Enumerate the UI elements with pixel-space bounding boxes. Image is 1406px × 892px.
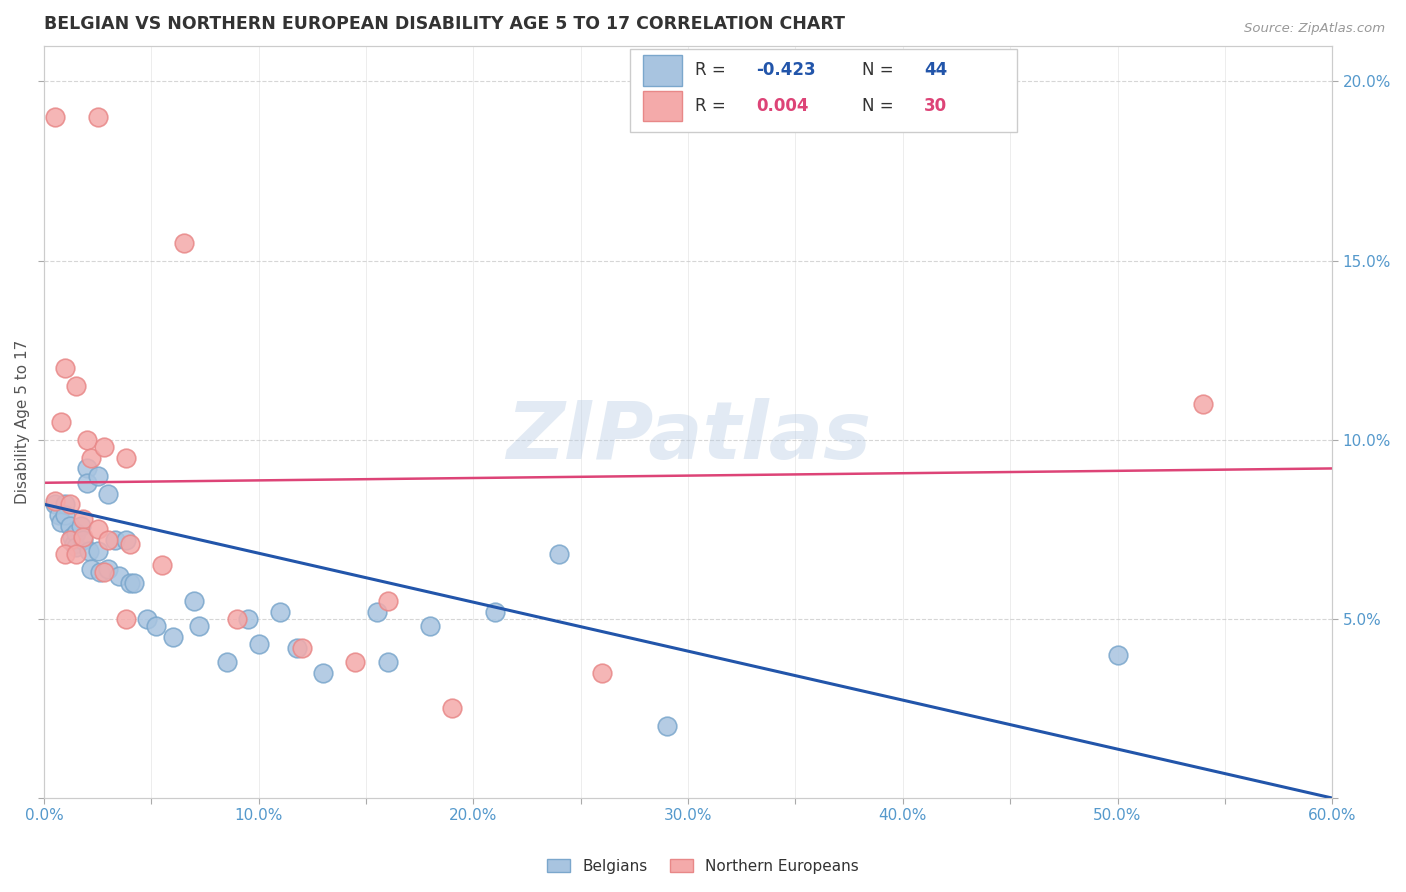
Text: BELGIAN VS NORTHERN EUROPEAN DISABILITY AGE 5 TO 17 CORRELATION CHART: BELGIAN VS NORTHERN EUROPEAN DISABILITY … [44,15,845,33]
Point [76,475,98,490]
Point [287,640,309,655]
Point [145,619,167,633]
Point [1192,397,1215,411]
Text: 44: 44 [924,62,948,79]
Point [51,515,73,529]
Point [65,379,87,393]
Text: ZIPatlas: ZIPatlas [506,398,870,476]
FancyBboxPatch shape [643,91,682,121]
Point [97,562,120,576]
Point [59,533,82,547]
Text: N =: N = [862,62,898,79]
Point [236,612,259,626]
Point [419,619,441,633]
Point [108,569,131,583]
Point [51,415,73,429]
Point [247,637,270,651]
Point [86,522,108,536]
Point [150,558,173,573]
Point [65,525,87,540]
Point [59,518,82,533]
FancyBboxPatch shape [643,55,682,86]
Text: N =: N = [862,97,898,115]
Point [86,544,108,558]
Point [114,533,136,547]
Point [97,486,120,500]
Point [440,701,463,715]
Text: 0.004: 0.004 [756,97,808,115]
Text: 30: 30 [924,97,948,115]
Point [44,111,66,125]
Point [162,630,184,644]
Point [366,605,388,619]
Point [114,450,136,465]
Point [118,576,141,591]
Text: Source: ZipAtlas.com: Source: ZipAtlas.com [1244,22,1385,36]
Point [548,548,571,562]
FancyBboxPatch shape [630,49,1017,132]
Point [484,605,506,619]
Point [63,537,86,551]
Point [591,665,613,680]
Point [187,619,209,633]
Point [173,235,195,250]
Text: R =: R = [695,97,731,115]
Point [215,655,238,669]
Text: R =: R = [695,62,731,79]
Point [44,497,66,511]
Point [136,612,159,626]
Point [55,548,77,562]
Point [72,511,94,525]
Point [122,576,145,591]
Point [44,493,66,508]
Point [114,612,136,626]
Point [65,541,87,555]
Point [55,508,77,522]
Point [104,533,127,547]
Point [312,665,335,680]
Point [344,655,367,669]
Point [118,537,141,551]
Point [183,594,205,608]
Point [1107,648,1129,662]
Point [60,529,83,543]
Point [86,111,108,125]
Point [69,518,91,533]
Point [269,605,291,619]
Point [76,461,98,475]
Point [93,440,115,454]
Point [93,566,115,580]
Point [80,450,103,465]
Legend: Belgians, Northern Europeans: Belgians, Northern Europeans [541,853,865,880]
Point [59,497,82,511]
Point [377,655,399,669]
Text: -0.423: -0.423 [756,62,815,79]
Point [80,562,103,576]
Point [76,433,98,447]
Point [377,594,399,608]
Point [89,566,111,580]
Point [86,468,108,483]
Point [65,548,87,562]
Point [48,508,70,522]
Point [291,640,314,655]
Point [55,497,77,511]
Point [72,529,94,543]
Point [97,533,120,547]
Point [77,544,100,558]
Point [72,533,94,547]
Point [226,612,249,626]
Point [655,719,678,733]
Point [55,361,77,376]
Y-axis label: Disability Age 5 to 17: Disability Age 5 to 17 [15,340,30,504]
